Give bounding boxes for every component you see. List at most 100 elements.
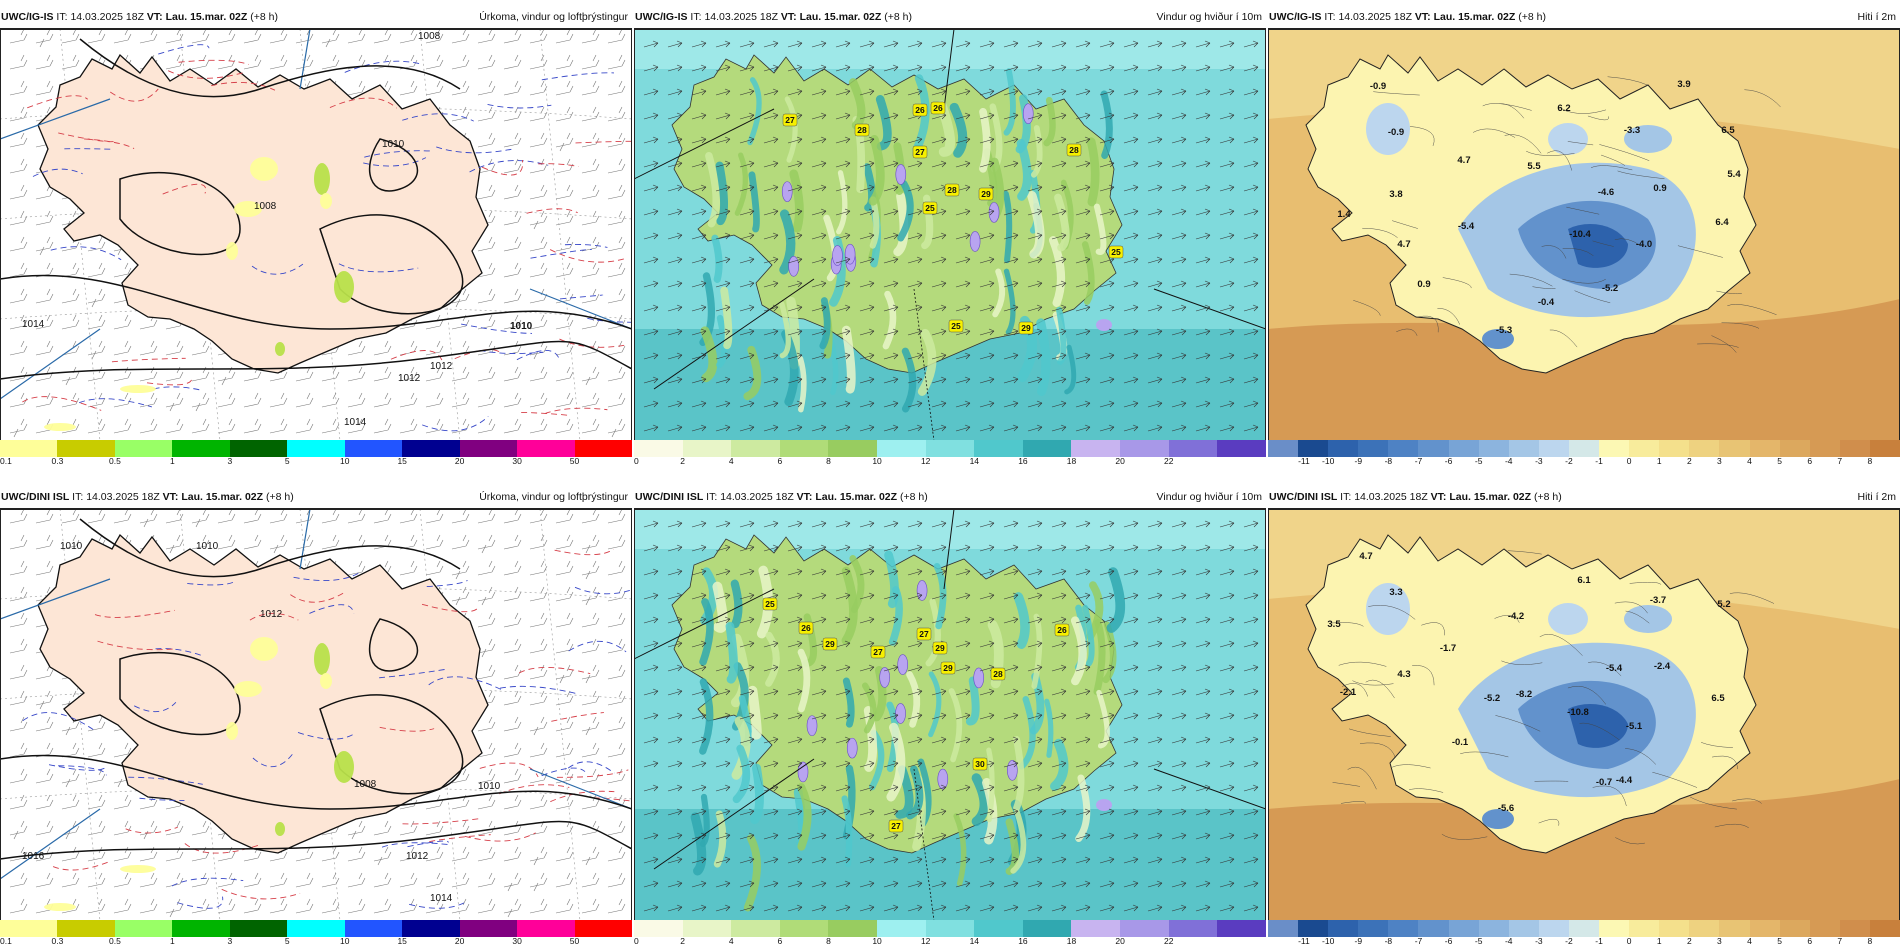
legend-swatch xyxy=(1869,920,1900,937)
valid-time: Lau. 15.mar. 02Z xyxy=(799,11,882,23)
legend-swatch xyxy=(1418,440,1449,457)
init-time: 14.03.2025 18Z xyxy=(70,11,144,23)
legend-tick: 1 xyxy=(1656,456,1662,466)
temperature-label: 3.5 xyxy=(1327,619,1341,630)
legend-bar xyxy=(0,440,632,457)
init-time: 14.03.2025 18Z xyxy=(86,491,160,503)
map-canvas: 25 26 29 27 27 29 29 28 26 30 27 xyxy=(634,509,1266,920)
legend-swatch xyxy=(1689,920,1720,937)
legend-swatch xyxy=(1120,440,1169,457)
legend-swatch xyxy=(1298,440,1329,457)
legend-swatch xyxy=(172,920,230,937)
panel-header: UWC/DINI ISL IT: 14.03.2025 18Z VT: Lau.… xyxy=(0,486,632,508)
gust-label: 26 xyxy=(915,105,925,115)
legend-tick: -10 xyxy=(1322,456,1335,466)
temperature-label: 5.5 xyxy=(1527,161,1541,172)
legend-swatch xyxy=(925,440,975,457)
legend-tick: 12 xyxy=(920,456,931,466)
color-legend: -11 -10 -9 -8 -7 -6 -5 -4 -3 -2 -1 0 1 2 3 4 5 6 7 8 xyxy=(1268,920,1900,946)
legend-swatch xyxy=(1629,440,1660,457)
legend-tick: -5 xyxy=(1474,456,1483,466)
wind-speed-streaks xyxy=(690,550,1126,912)
temperature-label: -0.7 xyxy=(1596,777,1612,788)
temperature-label: 6.1 xyxy=(1577,575,1591,586)
valid-time-label: VT: xyxy=(146,11,163,23)
legend-swatch xyxy=(1719,920,1750,937)
legend-swatch xyxy=(1508,440,1539,457)
legend-swatch xyxy=(1168,920,1218,937)
legend-swatch xyxy=(574,440,632,457)
legend-swatch xyxy=(1358,920,1389,937)
temperature-label: 6.5 xyxy=(1721,125,1735,136)
panel-header: UWC/IG-IS IT: 14.03.2025 18Z VT: Lau. 15… xyxy=(1268,6,1900,28)
color-legend: 0.1 0.3 0.5 1 3 5 10 15 20 30 50 xyxy=(0,920,632,946)
panel-header: UWC/DINI ISL IT: 14.03.2025 18Z VT: Lau.… xyxy=(1268,486,1900,508)
map-temp: 4.7 6.1 3.3 -3.7 5.2 -4.2 3.5 -1.7 4.3 -5.4 -2.4 -2… xyxy=(1268,508,1900,920)
valid-time-label: VT: xyxy=(1414,11,1431,23)
legend-tick: 0 xyxy=(634,936,639,946)
legend-swatch xyxy=(0,440,58,457)
legend-tick: 6 xyxy=(777,456,783,466)
legend-tick: 0.3 xyxy=(51,456,64,466)
lead-time: (+8 h) xyxy=(250,11,278,23)
temperature-label: 3.8 xyxy=(1389,189,1402,200)
legend-swatch xyxy=(1508,920,1539,937)
legend-tick: 8 xyxy=(1867,936,1873,946)
legend-swatch xyxy=(1659,920,1690,937)
gust-label: 29 xyxy=(943,663,953,673)
gust-label: 28 xyxy=(857,125,867,135)
legend-tick: -8 xyxy=(1384,456,1393,466)
legend-bar xyxy=(634,920,1266,937)
isobar-label: 1010 xyxy=(196,541,219,552)
legend-swatch xyxy=(402,440,460,457)
map-wind: 27 28 26 26 27 28 25 29 28 25 29 25 xyxy=(634,28,1266,440)
temperature-label: 6.4 xyxy=(1715,217,1729,228)
legend-tick: 20 xyxy=(454,936,465,946)
isobar-label: 1012 xyxy=(398,373,421,384)
gust-label: 25 xyxy=(1111,247,1121,257)
legend-tick: 50 xyxy=(569,456,580,466)
legend-tick: -6 xyxy=(1444,936,1453,946)
legend-swatch xyxy=(1568,920,1600,937)
isobars xyxy=(0,38,632,380)
legend-tick: -1 xyxy=(1595,456,1603,466)
gust-label: 28 xyxy=(947,185,957,195)
init-time: 14.03.2025 18Z xyxy=(1338,11,1412,23)
legend-swatch xyxy=(1358,440,1389,457)
precip-patches xyxy=(44,157,354,431)
legend-swatch xyxy=(574,920,632,937)
legend-tick: 10 xyxy=(872,936,882,946)
temperature-label: -2.1 xyxy=(1340,687,1357,698)
legend-tick: 3 xyxy=(227,456,233,466)
legend-swatch xyxy=(114,440,173,457)
legend-tick: -9 xyxy=(1354,936,1363,946)
legend-ticks: 0.1 0.3 0.5 1 3 5 10 15 20 30 50 xyxy=(0,937,632,946)
temperature-label: -10.8 xyxy=(1567,707,1589,718)
model-source: UWC/DINI ISL xyxy=(1269,491,1338,503)
gust-label: 26 xyxy=(933,103,943,113)
legend-swatch xyxy=(779,440,829,457)
legend-bar xyxy=(634,440,1266,457)
model-source: UWC/DINI ISL xyxy=(1,491,70,503)
temperature-label: -0.9 xyxy=(1370,81,1386,92)
legend-swatch xyxy=(459,440,518,457)
map-canvas: 4.7 6.1 3.3 -3.7 5.2 -4.2 3.5 -1.7 4.3 -5.4 -2.4 -2… xyxy=(1268,509,1900,920)
panel-title: Vindur og hviður í 10m xyxy=(1156,11,1262,23)
panel-precip-dini: UWC/DINI ISL IT: 14.03.2025 18Z VT: Lau.… xyxy=(0,486,632,946)
legend-tick: 20 xyxy=(1115,456,1125,466)
legend-swatch xyxy=(1388,440,1419,457)
legend-swatch xyxy=(682,440,732,457)
dashed-contours xyxy=(22,548,632,909)
temperature-label: -1.7 xyxy=(1440,643,1456,654)
legend-tick: 8 xyxy=(826,936,831,946)
legend-tick: 4 xyxy=(1747,456,1752,466)
panel-title: Úrkoma, vindur og loftþrýstingur xyxy=(479,11,628,23)
legend-tick: 0 xyxy=(1626,936,1632,946)
temperature-label: -3.3 xyxy=(1624,125,1640,136)
legend-swatch xyxy=(172,440,230,457)
legend-tick: 14 xyxy=(969,936,980,946)
legend-bar xyxy=(1268,920,1900,937)
legend-tick: 5 xyxy=(284,456,290,466)
legend-tick: 22 xyxy=(1164,456,1174,466)
temperature-label: 5.2 xyxy=(1717,599,1730,610)
